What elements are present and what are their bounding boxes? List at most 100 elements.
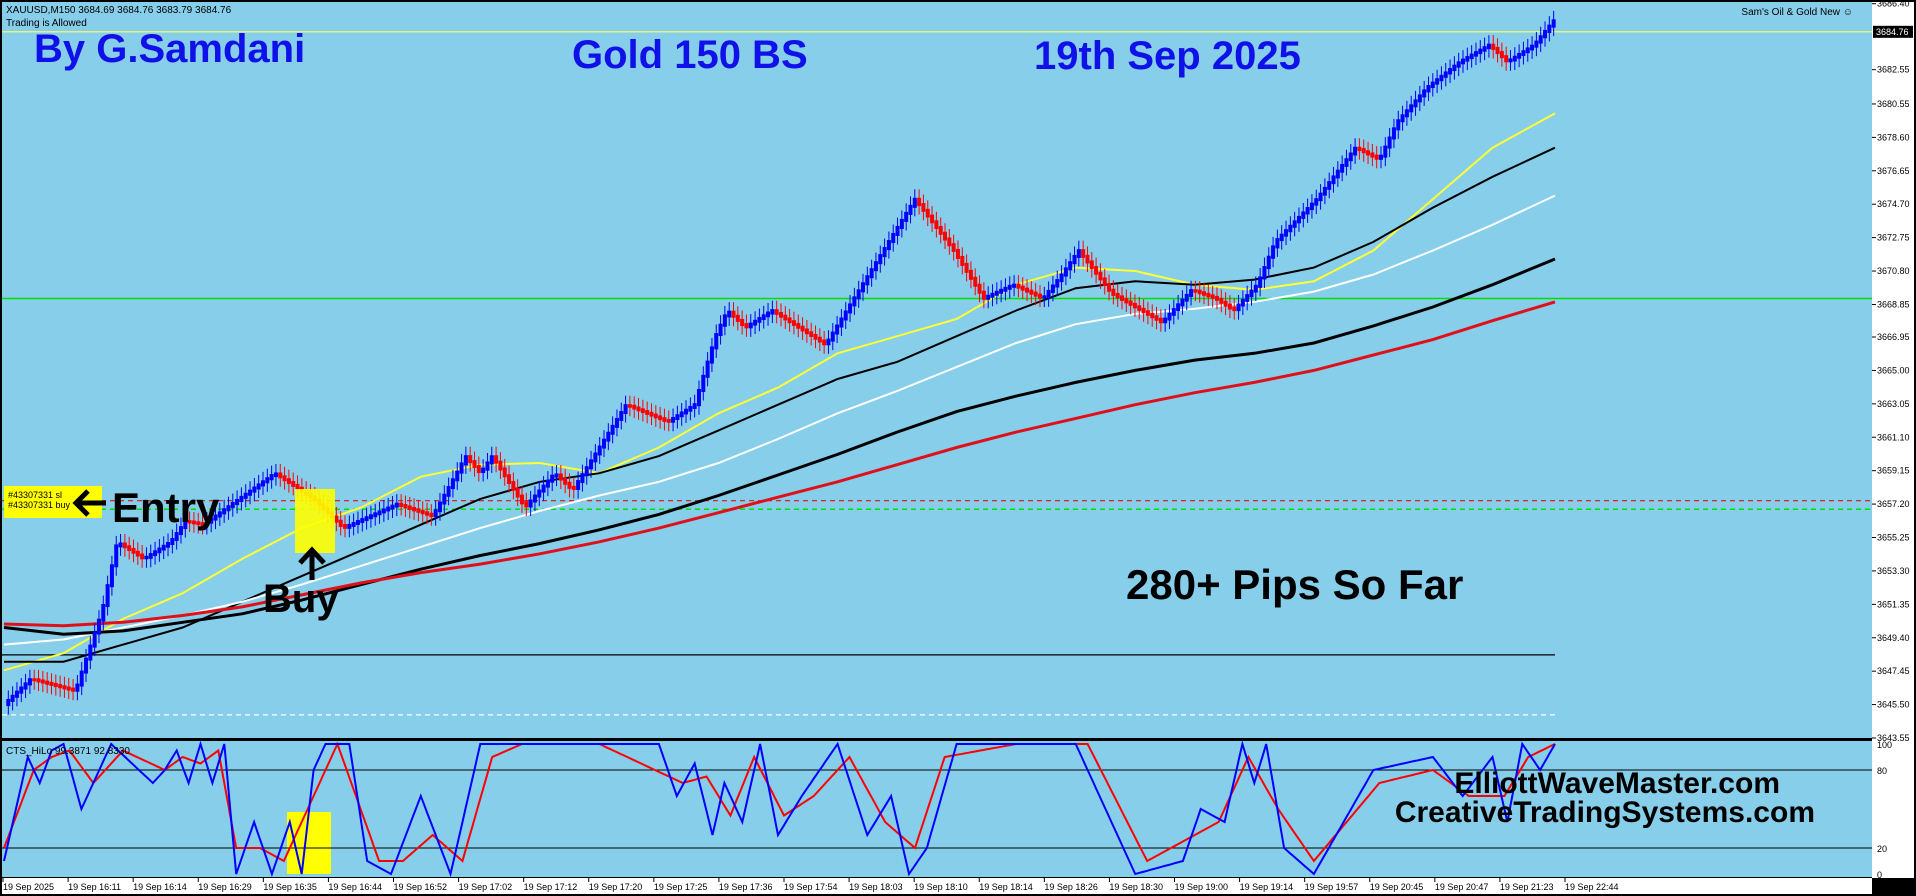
candle-body-154 [671,417,676,423]
candle-body-139 [606,431,611,442]
candle-body-292 [1266,255,1271,270]
candle-body-344 [1491,43,1496,50]
candle-body-95 [416,508,421,513]
time-tick-label-20: 19 Sep 19:57 [1305,882,1359,892]
candle-body-67 [295,483,300,490]
candle-body-283 [1227,303,1232,310]
candle-body-217 [943,231,948,241]
candle-body-303 [1314,198,1319,206]
candle-body-300 [1301,211,1306,219]
candle-body-173 [753,319,758,326]
candle-body-42 [187,520,192,524]
candle-body-328 [1422,89,1427,98]
candle-body-219 [951,243,956,252]
candle-body-327 [1417,94,1422,103]
candle-body-87 [381,508,386,514]
candle-body-166 [722,314,727,327]
price-panel[interactable] [2,2,1872,738]
oscillator-fast-line [3,740,1556,878]
candle-body-49 [217,511,222,518]
candle-body-197 [856,289,861,300]
candle-body-93 [407,505,412,510]
price-tick-label-20: 3647.45 [1877,666,1910,676]
candle-body-37 [166,542,171,548]
price-tick-labels: 3686.40 3682.55 3680.55 3678.60 3676.65 3674.… [1872,0,1910,743]
candle-body-96 [420,509,425,515]
candle-body-260 [1128,300,1133,306]
candle-body-51 [226,505,231,512]
candle-body-213 [925,208,930,218]
candle-body-46 [204,520,209,526]
time-tick-label-14: 19 Sep 18:10 [914,882,968,892]
moving-average-yellow-0 [3,112,1556,672]
price-tick-label-9: 3668.85 [1877,299,1910,309]
candle-body-30 [135,550,140,557]
candle-body-348 [1508,58,1513,63]
current-price-tag: 3684.76 [1873,25,1913,38]
moving-average-black-3 [3,257,1556,636]
candle-body-287 [1245,294,1250,302]
candle-body-48 [213,514,218,521]
candle-body-88 [386,506,391,512]
candle-body-276 [1197,289,1202,295]
candle-body-297 [1288,224,1293,233]
candle-body-352 [1525,47,1530,54]
candle-body-36 [161,544,166,551]
candle-body-301 [1305,207,1310,215]
entry-arrow-icon [72,489,106,517]
candle-body-121 [528,499,533,508]
trading-status: Trading is Allowed [6,18,87,29]
candle-body-101 [442,493,447,505]
candle-body-8 [40,679,45,684]
candle-body-281 [1219,297,1224,304]
candle-body-342 [1482,46,1487,52]
candle-body-144 [627,404,632,408]
candle-body-85 [373,512,378,518]
candle-body-155 [675,414,680,421]
candle-body-263 [1141,307,1146,314]
candle-body-313 [1357,146,1362,152]
candle-body-338 [1465,56,1470,62]
candle-body-354 [1534,40,1539,48]
candle-body-275 [1193,289,1198,293]
candle-body-20 [92,631,97,648]
candle-body-89 [390,504,395,510]
oscillator-lines [2,740,1872,878]
time-tick-label-8: 19 Sep 17:12 [524,882,578,892]
candle-body-123 [537,489,542,498]
candle-body-120 [524,501,529,508]
candle-body-233 [1012,283,1017,288]
candle-body-117 [511,481,516,491]
candle-body-241 [1046,289,1051,299]
candle-body-80 [351,521,356,527]
candle-body-228 [990,292,995,298]
candle-body-350 [1517,52,1522,59]
candle-body-97 [425,511,430,516]
indicator-name: Sam's Oil & Gold New ☺ [1741,7,1853,18]
candle-body-61 [269,474,274,481]
candle-body-135 [589,459,594,470]
candle-body-255 [1107,283,1112,292]
price-tick-label-7: 3672.75 [1877,233,1910,243]
price-tick-label-11: 3665.00 [1877,365,1910,375]
candle-body-200 [869,268,874,279]
candle-body-24 [109,564,114,588]
candle-body-162 [705,360,710,378]
buy-label: Buy [263,577,339,621]
candle-body-10 [49,681,54,686]
candle-body-137 [597,445,602,456]
candle-body-125 [545,479,550,488]
symbol-info: XAUUSD,M150 3684.69 3684.76 3683.79 3684… [6,5,232,16]
candle-body-133 [580,473,585,484]
site-elliottwavemaster: ElliottWaveMaster.com [1454,767,1780,800]
time-tick-label-18: 19 Sep 19:00 [1175,882,1229,892]
candle-body-119 [519,494,524,505]
candle-body-185 [804,328,809,335]
candle-body-57 [252,486,257,493]
price-tick-label-15: 3657.20 [1877,499,1910,509]
candle-body-128 [558,473,563,481]
candle-body-16 [75,683,80,692]
price-tick-label-18: 3651.35 [1877,599,1910,609]
candle-body-38 [170,538,175,546]
